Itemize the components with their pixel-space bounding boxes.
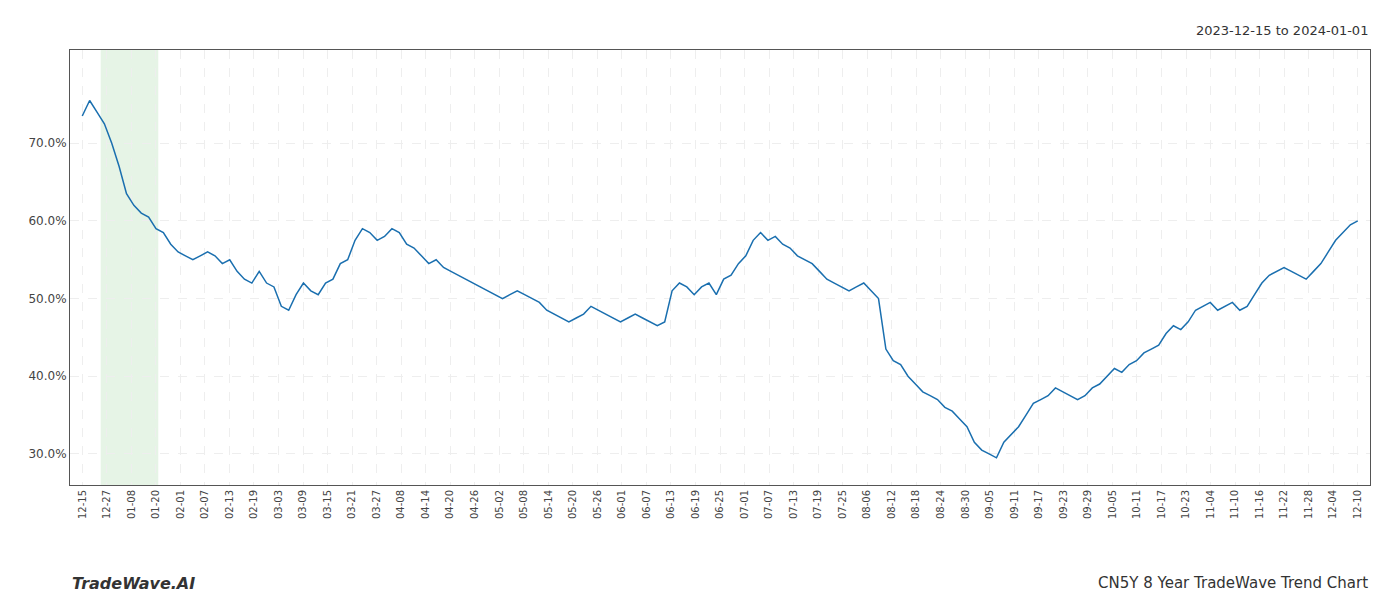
svg-text:08-06: 08-06	[861, 490, 872, 519]
svg-text:02-01: 02-01	[175, 490, 186, 519]
svg-text:11-28: 11-28	[1303, 490, 1314, 519]
svg-text:06-13: 06-13	[665, 490, 676, 519]
svg-text:02-13: 02-13	[224, 490, 235, 519]
svg-text:05-08: 05-08	[518, 490, 529, 519]
svg-text:50.0%: 50.0%	[28, 292, 66, 306]
svg-text:04-26: 04-26	[469, 490, 480, 519]
svg-text:06-19: 06-19	[690, 490, 701, 519]
svg-text:03-09: 03-09	[297, 490, 308, 519]
svg-text:11-04: 11-04	[1205, 490, 1216, 519]
svg-text:03-03: 03-03	[273, 490, 284, 519]
svg-text:05-20: 05-20	[567, 490, 578, 519]
svg-text:10-23: 10-23	[1180, 490, 1191, 519]
svg-text:60.0%: 60.0%	[28, 214, 66, 228]
svg-text:12-15: 12-15	[77, 490, 88, 519]
svg-text:07-25: 07-25	[837, 490, 848, 519]
svg-text:03-27: 03-27	[371, 490, 382, 519]
svg-text:07-01: 07-01	[739, 490, 750, 519]
svg-text:04-08: 04-08	[395, 490, 406, 519]
svg-text:CN5Y 8 Year TradeWave Trend Ch: CN5Y 8 Year TradeWave Trend Chart	[1098, 574, 1368, 592]
svg-text:11-22: 11-22	[1278, 490, 1289, 519]
svg-text:09-23: 09-23	[1058, 490, 1069, 519]
svg-text:10-17: 10-17	[1156, 490, 1167, 519]
svg-text:10-05: 10-05	[1107, 490, 1118, 519]
svg-text:02-07: 02-07	[199, 490, 210, 519]
svg-text:12-10: 12-10	[1352, 490, 1363, 519]
svg-text:05-02: 05-02	[494, 490, 505, 519]
svg-text:TradeWave.AI: TradeWave.AI	[72, 574, 195, 593]
svg-text:11-16: 11-16	[1254, 490, 1265, 519]
svg-text:07-19: 07-19	[812, 490, 823, 519]
svg-text:07-07: 07-07	[763, 490, 774, 519]
svg-text:12-27: 12-27	[101, 490, 112, 519]
svg-text:09-29: 09-29	[1082, 490, 1093, 519]
svg-text:11-10: 11-10	[1229, 490, 1240, 519]
svg-text:01-20: 01-20	[150, 490, 161, 519]
svg-text:08-18: 08-18	[910, 490, 921, 519]
svg-text:01-08: 01-08	[126, 490, 137, 519]
svg-text:03-15: 03-15	[322, 490, 333, 519]
svg-text:06-01: 06-01	[616, 490, 627, 519]
svg-text:08-24: 08-24	[935, 490, 946, 519]
svg-text:05-14: 05-14	[543, 490, 554, 519]
svg-text:08-30: 08-30	[960, 490, 971, 519]
svg-text:08-12: 08-12	[886, 490, 897, 519]
svg-text:05-26: 05-26	[592, 490, 603, 519]
svg-text:07-13: 07-13	[788, 490, 799, 519]
svg-text:03-21: 03-21	[346, 490, 357, 519]
svg-text:09-17: 09-17	[1033, 490, 1044, 519]
svg-text:09-05: 09-05	[984, 490, 995, 519]
svg-text:30.0%: 30.0%	[28, 447, 66, 461]
svg-text:06-07: 06-07	[641, 490, 652, 519]
svg-text:04-14: 04-14	[420, 490, 431, 519]
svg-text:10-11: 10-11	[1131, 490, 1142, 519]
svg-text:70.0%: 70.0%	[28, 136, 66, 150]
svg-text:2023-12-15 to 2024-01-01: 2023-12-15 to 2024-01-01	[1196, 23, 1368, 38]
svg-text:40.0%: 40.0%	[28, 369, 66, 383]
svg-text:09-11: 09-11	[1009, 490, 1020, 519]
svg-text:02-19: 02-19	[248, 490, 259, 519]
svg-text:06-25: 06-25	[714, 490, 725, 519]
svg-text:12-04: 12-04	[1327, 490, 1338, 519]
svg-text:04-20: 04-20	[444, 490, 455, 519]
